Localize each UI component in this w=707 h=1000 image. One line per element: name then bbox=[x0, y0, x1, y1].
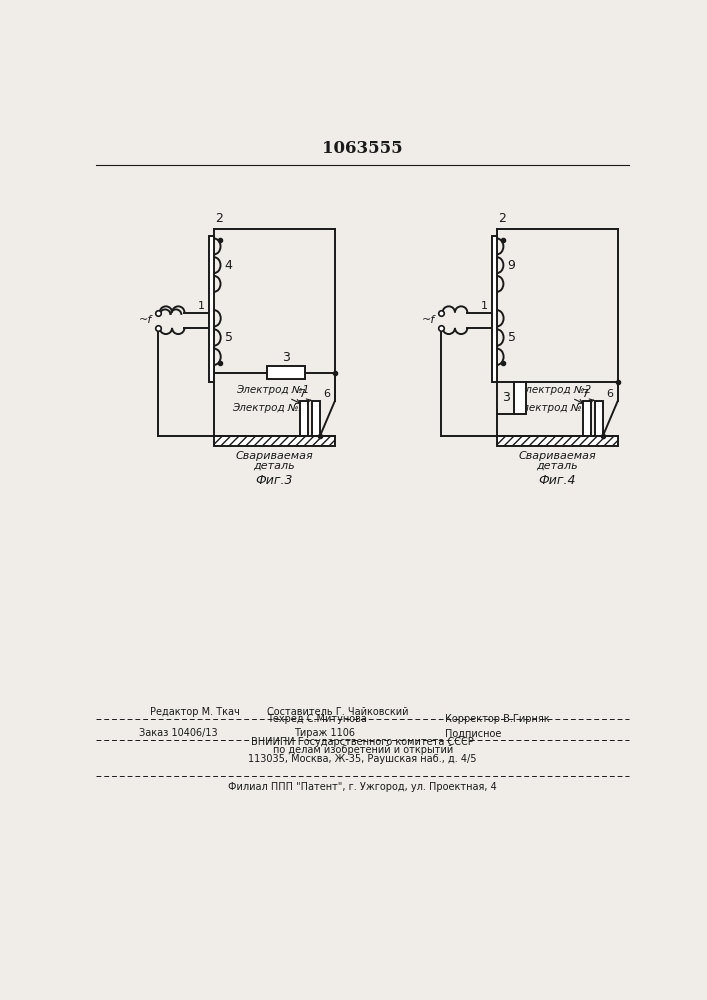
Text: 2: 2 bbox=[498, 212, 506, 225]
Text: деталь: деталь bbox=[537, 460, 578, 470]
Text: Тираж 1106: Тираж 1106 bbox=[293, 728, 355, 738]
Text: Электрод №1: Электрод №1 bbox=[235, 385, 309, 403]
Text: Филиал ППП "Патент", г. Ужгород, ул. Проектная, 4: Филиал ППП "Патент", г. Ужгород, ул. Про… bbox=[228, 782, 497, 792]
Text: Редактор М. Ткач: Редактор М. Ткач bbox=[151, 707, 240, 717]
Bar bbox=[497, 436, 618, 446]
Text: 6: 6 bbox=[323, 389, 330, 399]
Text: 3: 3 bbox=[502, 391, 510, 404]
Bar bbox=[595, 401, 603, 436]
Text: Электрод №1: Электрод №1 bbox=[515, 399, 594, 413]
Text: Заказ 10406/13: Заказ 10406/13 bbox=[139, 728, 217, 738]
Text: Техред С.Митунова: Техред С.Митунова bbox=[267, 714, 366, 724]
Text: 7: 7 bbox=[581, 389, 588, 399]
Text: Электрод №2: Электрод №2 bbox=[232, 399, 311, 413]
Bar bbox=[214, 436, 335, 446]
Text: 2: 2 bbox=[216, 212, 223, 225]
Text: 5: 5 bbox=[508, 331, 515, 344]
Text: 1063555: 1063555 bbox=[322, 140, 403, 157]
Text: 113035, Москва, Ж-35, Раушская наб., д. 4/5: 113035, Москва, Ж-35, Раушская наб., д. … bbox=[248, 754, 477, 764]
Bar bbox=[267, 366, 305, 379]
Bar bbox=[492, 235, 497, 382]
Bar bbox=[514, 382, 526, 414]
Text: ~f: ~f bbox=[421, 315, 435, 325]
Text: 4: 4 bbox=[225, 259, 233, 272]
Text: ~f: ~f bbox=[139, 315, 152, 325]
Text: 5: 5 bbox=[225, 331, 233, 344]
Text: Составитель Г. Чайковский: Составитель Г. Чайковский bbox=[267, 707, 408, 717]
Text: 7: 7 bbox=[298, 389, 305, 399]
Text: 3: 3 bbox=[282, 351, 290, 364]
Text: Корректор В.Гирняк: Корректор В.Гирняк bbox=[445, 714, 549, 724]
Text: Подписное: Подписное bbox=[445, 728, 501, 738]
Text: Свариваемая: Свариваемая bbox=[518, 451, 596, 461]
Text: 1: 1 bbox=[481, 301, 488, 311]
Text: Свариваемая: Свариваемая bbox=[235, 451, 313, 461]
Text: по делам изобретений и открытий: по делам изобретений и открытий bbox=[273, 745, 453, 755]
Text: ВНИИПИ Государственного комитета СССР: ВНИИПИ Государственного комитета СССР bbox=[252, 737, 474, 747]
Bar bbox=[209, 235, 214, 382]
Bar bbox=[300, 401, 308, 436]
Text: Фиг.3: Фиг.3 bbox=[256, 474, 293, 487]
Text: 6: 6 bbox=[606, 389, 613, 399]
Text: 1: 1 bbox=[198, 301, 204, 311]
Text: 9: 9 bbox=[508, 259, 515, 272]
Bar bbox=[583, 401, 590, 436]
Bar bbox=[312, 401, 320, 436]
Text: деталь: деталь bbox=[254, 460, 296, 470]
Text: Электрод №2: Электрод №2 bbox=[518, 385, 592, 403]
Text: Фиг.4: Фиг.4 bbox=[539, 474, 576, 487]
